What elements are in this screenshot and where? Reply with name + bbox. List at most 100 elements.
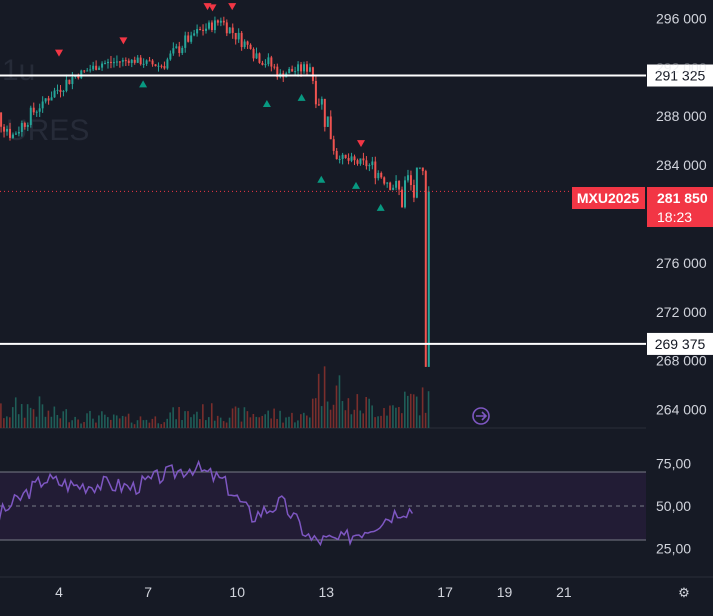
volume-bar	[412, 394, 415, 428]
volume-bar	[124, 416, 127, 428]
volume-bar	[202, 404, 204, 428]
volume-bar	[252, 413, 255, 428]
volume-bar	[261, 415, 264, 428]
candle-body	[166, 59, 169, 69]
price-axis[interactable]: 296 000 288 000 284 000 276 000 272 000 268 0…	[656, 10, 707, 556]
volume-bar	[74, 416, 76, 428]
candle-body	[261, 62, 264, 65]
volume-bar	[11, 407, 14, 428]
candle-body	[133, 59, 136, 63]
volume-bar	[71, 420, 73, 428]
horizontal-line-tag[interactable]	[647, 64, 713, 87]
rsi-tick-label: 75,00	[656, 456, 691, 472]
hline-layer[interactable]: 291 325 269 375	[0, 64, 713, 355]
candle-body	[86, 70, 89, 72]
candle-body	[35, 111, 38, 113]
candle-body	[249, 44, 252, 49]
time-axis[interactable]: 4 7 10 13 17 19 21	[55, 584, 572, 600]
candle-body	[317, 104, 320, 106]
candle-body	[193, 33, 196, 36]
horizontal-line-tag[interactable]	[647, 332, 713, 355]
gear-icon[interactable]: ⚙	[678, 585, 690, 600]
volume-bar	[216, 415, 219, 428]
watermark-line1: 1u	[2, 54, 35, 87]
volume-bar	[401, 413, 403, 428]
candle-body	[305, 64, 308, 72]
buy-signal-marker	[376, 203, 385, 211]
volume-bar	[210, 403, 213, 428]
candle-body	[80, 70, 83, 79]
volume-bar	[311, 398, 314, 428]
volume-bar	[350, 414, 353, 428]
candle-body	[207, 22, 210, 29]
volume-bar	[190, 417, 192, 428]
candle-body	[350, 156, 353, 161]
price-tick-label: 268 000	[656, 353, 707, 369]
candle-body	[210, 22, 213, 30]
candle-body	[181, 47, 184, 54]
candle-body	[421, 167, 424, 172]
sell-signal-marker	[228, 3, 237, 11]
volume-bar	[305, 415, 308, 428]
volume-bar	[285, 417, 287, 428]
candle-body	[190, 35, 193, 42]
buy-signal-marker	[139, 80, 148, 88]
candle-body	[409, 175, 412, 186]
volume-bar	[347, 398, 350, 428]
candle-body	[252, 48, 255, 59]
volume-bar	[300, 414, 302, 428]
volume-bar	[181, 420, 183, 428]
price-tick-label: 284 000	[656, 157, 707, 173]
volume-bar	[338, 375, 341, 428]
candle-body	[362, 158, 365, 161]
volume-bar	[294, 422, 296, 428]
volume-bar	[389, 405, 391, 428]
volume-bar	[127, 413, 130, 428]
candle-body	[65, 79, 68, 91]
buy-signal-marker	[317, 175, 326, 183]
volume-bar	[418, 415, 421, 428]
rsi-line	[0, 459, 414, 547]
candle-body	[29, 107, 32, 125]
volume-bar	[160, 424, 163, 428]
candle-body	[121, 60, 124, 62]
candle-body	[237, 32, 240, 40]
sell-signal-marker	[208, 4, 217, 12]
candle-body	[68, 79, 71, 85]
volume-bar	[98, 415, 100, 428]
volume-bar	[323, 366, 326, 428]
volume-bar	[65, 409, 68, 428]
candle-body	[154, 64, 157, 67]
volume-bar	[219, 417, 222, 428]
candle-body	[311, 67, 314, 81]
candle-body	[56, 89, 59, 91]
volume-bar	[335, 385, 338, 428]
volume-bar	[222, 421, 225, 428]
candle-body	[109, 61, 112, 63]
candle-body	[213, 20, 216, 30]
volume-bar	[276, 418, 278, 428]
volume-bar	[207, 417, 210, 428]
volume-bar	[6, 416, 8, 428]
price-tick-label: 276 000	[656, 255, 707, 271]
volume-bar	[145, 419, 148, 428]
candle-body	[231, 27, 234, 33]
candle-body	[17, 131, 20, 134]
volume-bar	[172, 407, 174, 428]
volume-bar	[288, 416, 290, 428]
time-tick-label: 13	[319, 584, 335, 600]
candle-body	[234, 32, 237, 40]
volume-layer	[0, 366, 430, 428]
volume-bar	[371, 405, 373, 428]
candle-body	[404, 180, 407, 208]
volume-bar	[237, 407, 240, 428]
candle-body	[264, 64, 267, 66]
scroll-to-realtime-icon[interactable]	[472, 407, 490, 425]
countdown-label: 18:23	[657, 209, 692, 225]
volume-bar	[255, 416, 258, 428]
volume-bar	[130, 422, 133, 428]
candle-body	[44, 98, 47, 102]
candle-body	[89, 69, 92, 71]
